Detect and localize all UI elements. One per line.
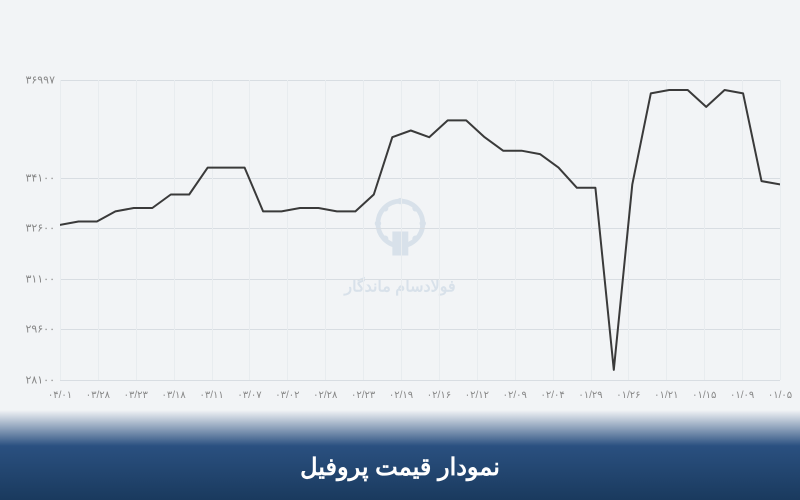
y-tick-label: ۲۸۱۰۰	[25, 374, 55, 387]
x-tick-label: ۰۱/۱۵	[692, 390, 716, 401]
price-line	[60, 80, 780, 380]
title-band: نمودار قیمت پروفیل	[0, 410, 800, 500]
gridline-v	[780, 80, 781, 380]
chart-title: نمودار قیمت پروفیل	[300, 453, 500, 482]
x-tick-label: ۰۳/۱۱	[199, 390, 223, 401]
x-tick-label: ۰۲/۱۲	[465, 390, 489, 401]
x-tick-label: ۰۲/۲۳	[351, 390, 375, 401]
gridline-h	[60, 380, 780, 381]
x-tick-label: ۰۳/۱۸	[162, 390, 186, 401]
x-tick-label: ۰۲/۰۹	[503, 390, 527, 401]
y-tick-label: ۲۹۶۰۰	[25, 323, 55, 336]
y-tick-label: ۳۶۹۹۷	[25, 74, 55, 87]
x-tick-label: ۰۲/۲۸	[313, 390, 337, 401]
x-tick-label: ۰۳/۲۳	[124, 390, 148, 401]
x-tick-label: ۰۳/۰۷	[237, 390, 261, 401]
y-tick-label: ۳۴۱۰۰	[25, 171, 55, 184]
x-tick-label: ۰۴/۰۱	[48, 390, 72, 401]
x-tick-label: ۰۳/۲۸	[86, 390, 110, 401]
x-tick-label: ۰۳/۰۲	[275, 390, 299, 401]
x-tick-label: ۰۱/۲۱	[654, 390, 678, 401]
x-tick-label: ۰۱/۰۹	[730, 390, 754, 401]
x-tick-label: ۰۲/۱۶	[427, 390, 451, 401]
x-tick-label: ۰۲/۱۹	[389, 390, 413, 401]
y-tick-label: ۳۱۱۰۰	[25, 272, 55, 285]
x-tick-label: ۰۱/۰۵	[768, 390, 792, 401]
x-tick-label: ۰۱/۲۶	[616, 390, 640, 401]
chart-container: فولادسام ماندگار ۲۸۱۰۰۲۹۶۰۰۳۱۱۰۰۳۲۶۰۰۳۴۱…	[0, 0, 800, 500]
x-tick-label: ۰۱/۲۹	[578, 390, 602, 401]
y-tick-label: ۳۲۶۰۰	[25, 222, 55, 235]
x-tick-label: ۰۲/۰۴	[540, 390, 564, 401]
